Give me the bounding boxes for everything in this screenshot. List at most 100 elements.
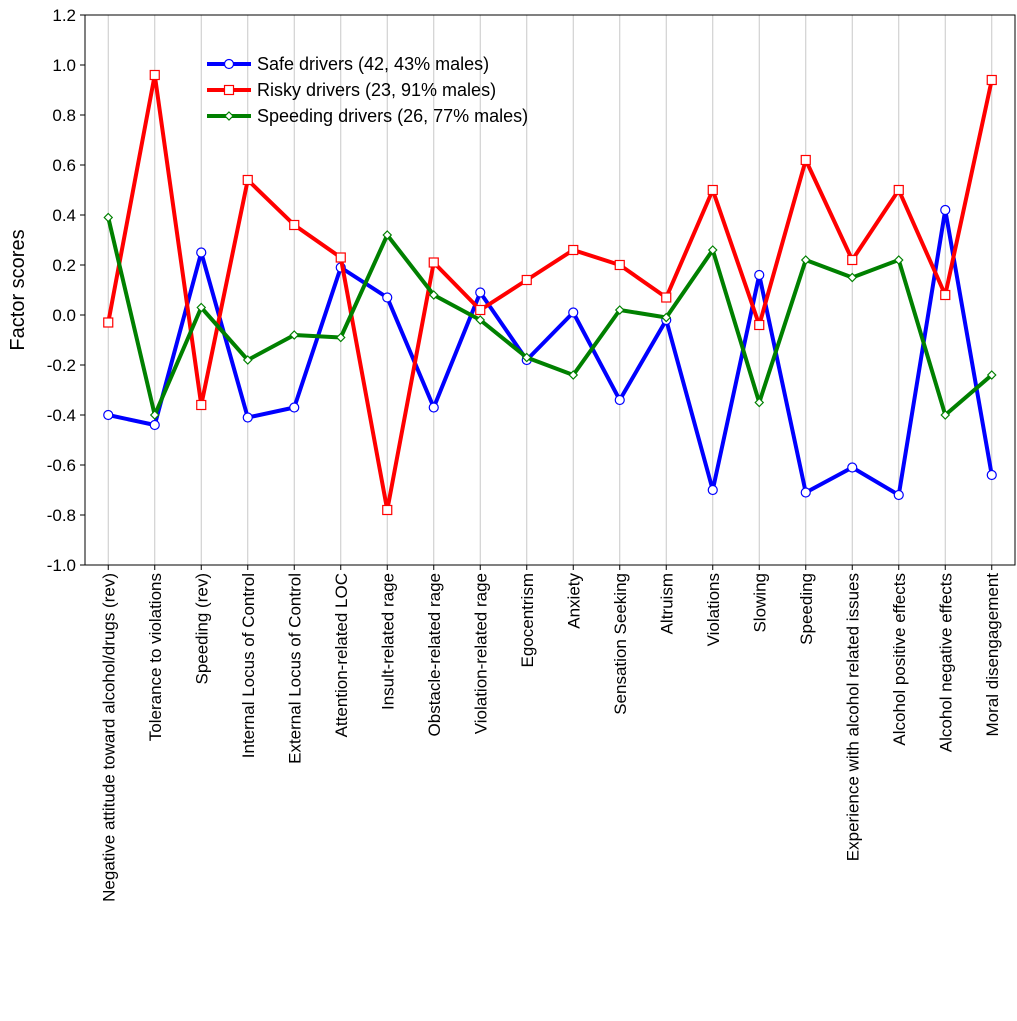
data-point: [289, 402, 300, 413]
x-tick-label: Egocentrism: [518, 573, 537, 667]
data-point: [847, 254, 858, 266]
data-point: [335, 252, 346, 263]
y-tick-label: -0.8: [47, 506, 76, 525]
data-point: [382, 230, 393, 240]
data-point: [242, 412, 253, 423]
y-tick-label: 0.8: [52, 106, 76, 125]
x-tick-label: Alcohol negative effects: [936, 573, 955, 752]
x-tick-label: Slowing: [750, 573, 769, 633]
data-point: [661, 312, 672, 323]
x-tick-label: Internal Locus of Control: [239, 573, 258, 758]
legend-marker: [224, 111, 234, 121]
series-line: [106, 217, 994, 417]
y-tick-label: 0.0: [52, 306, 76, 325]
data-point: [800, 154, 811, 166]
y-tick-label: -0.6: [47, 456, 76, 475]
y-tick-label: -0.2: [47, 356, 76, 375]
data-point: [754, 397, 765, 408]
x-tick-label: Anxiety: [564, 573, 583, 629]
data-point: [707, 184, 718, 196]
data-point: [196, 247, 207, 258]
data-point: [661, 292, 672, 303]
legend-entry: Risky drivers (23, 91% males): [207, 80, 496, 100]
data-point: [568, 370, 579, 380]
data-point: [335, 332, 346, 343]
y-tick-label: 1.0: [52, 56, 76, 75]
x-tick-label: Tolerance to violations: [146, 573, 165, 741]
series-line: [107, 208, 994, 497]
data-point: [428, 257, 439, 268]
data-point: [893, 489, 904, 501]
data-point: [568, 307, 579, 318]
y-tick-label: 0.4: [52, 206, 76, 225]
data-point: [289, 330, 300, 340]
data-point: [614, 394, 625, 406]
data-point: [475, 287, 486, 298]
y-tick-label: -0.4: [47, 406, 76, 425]
data-point: [800, 487, 811, 498]
data-point: [103, 409, 114, 421]
data-point: [847, 462, 858, 473]
legend-marker: [223, 84, 235, 96]
data-point: [382, 292, 393, 303]
legend: Safe drivers (42, 43% males) Risky driver…: [207, 54, 528, 126]
y-axis-ticks: -1.0 -0.8 -0.6 -0.4 -0.2 0.0 0.2 0.4 0.6 0.8 1.0 1.…: [47, 6, 85, 575]
data-point: [986, 74, 997, 86]
legend-entry: Speeding drivers (26, 77% males): [207, 106, 528, 126]
x-tick-label: Obstacle-related rage: [425, 573, 444, 736]
x-tick-label: Alcohol positive effects: [890, 573, 909, 746]
data-point: [754, 319, 765, 331]
data-point: [103, 212, 114, 223]
data-point: [940, 289, 951, 301]
y-tick-label: 1.2: [52, 6, 76, 25]
data-point: [196, 302, 207, 313]
legend-label: Risky drivers (23, 91% males): [257, 80, 496, 100]
data-point: [196, 399, 207, 411]
y-tick-label: 0.2: [52, 256, 76, 275]
x-tick-label: Insult-related rage: [378, 573, 397, 710]
series-line: [106, 73, 994, 512]
data-point: [521, 352, 532, 363]
legend-entry: Safe drivers (42, 43% males): [207, 54, 489, 74]
x-tick-label: Attention-related LOC: [332, 573, 351, 737]
data-point: [289, 219, 300, 231]
data-point: [707, 484, 718, 496]
data-point: [103, 317, 114, 328]
x-tick-label: Violation-related rage: [471, 573, 490, 734]
data-point: [800, 255, 811, 265]
data-point: [568, 244, 579, 256]
data-point: [242, 355, 253, 365]
data-point: [242, 174, 253, 186]
data-point: [475, 315, 486, 325]
x-tick-label: Sensation Seeking: [611, 573, 630, 715]
data-point: [382, 504, 393, 516]
data-point: [940, 410, 951, 420]
data-point: [986, 370, 997, 380]
data-point: [707, 245, 718, 255]
x-axis-category-labels: Negative attitude toward alcohol/drugs (…: [99, 565, 1002, 902]
legend-marker: [223, 58, 235, 70]
data-point: [149, 410, 160, 420]
data-point: [521, 274, 532, 286]
data-point: [614, 305, 625, 315]
data-point: [986, 469, 997, 481]
series-0: [103, 204, 997, 501]
series-1: [103, 69, 997, 516]
data-point: [940, 204, 951, 216]
x-tick-label: Moral disengagement: [983, 573, 1002, 737]
x-tick-label: Experience with alcohol related issues: [843, 573, 862, 861]
data-point: [614, 259, 625, 271]
vertical-grid-lines: [107, 15, 993, 565]
legend-label: Speeding drivers (26, 77% males): [257, 106, 528, 126]
data-series: [103, 69, 997, 516]
x-tick-label: Violations: [704, 573, 723, 646]
y-tick-label: -1.0: [47, 556, 76, 575]
data-point: [149, 69, 160, 81]
y-axis-label: Factor scores: [7, 229, 29, 350]
data-point: [847, 272, 858, 283]
y-tick-label: 0.6: [52, 156, 76, 175]
data-point: [893, 184, 904, 196]
legend-label: Safe drivers (42, 43% males): [257, 54, 489, 74]
plot-frame: [84, 14, 1016, 566]
